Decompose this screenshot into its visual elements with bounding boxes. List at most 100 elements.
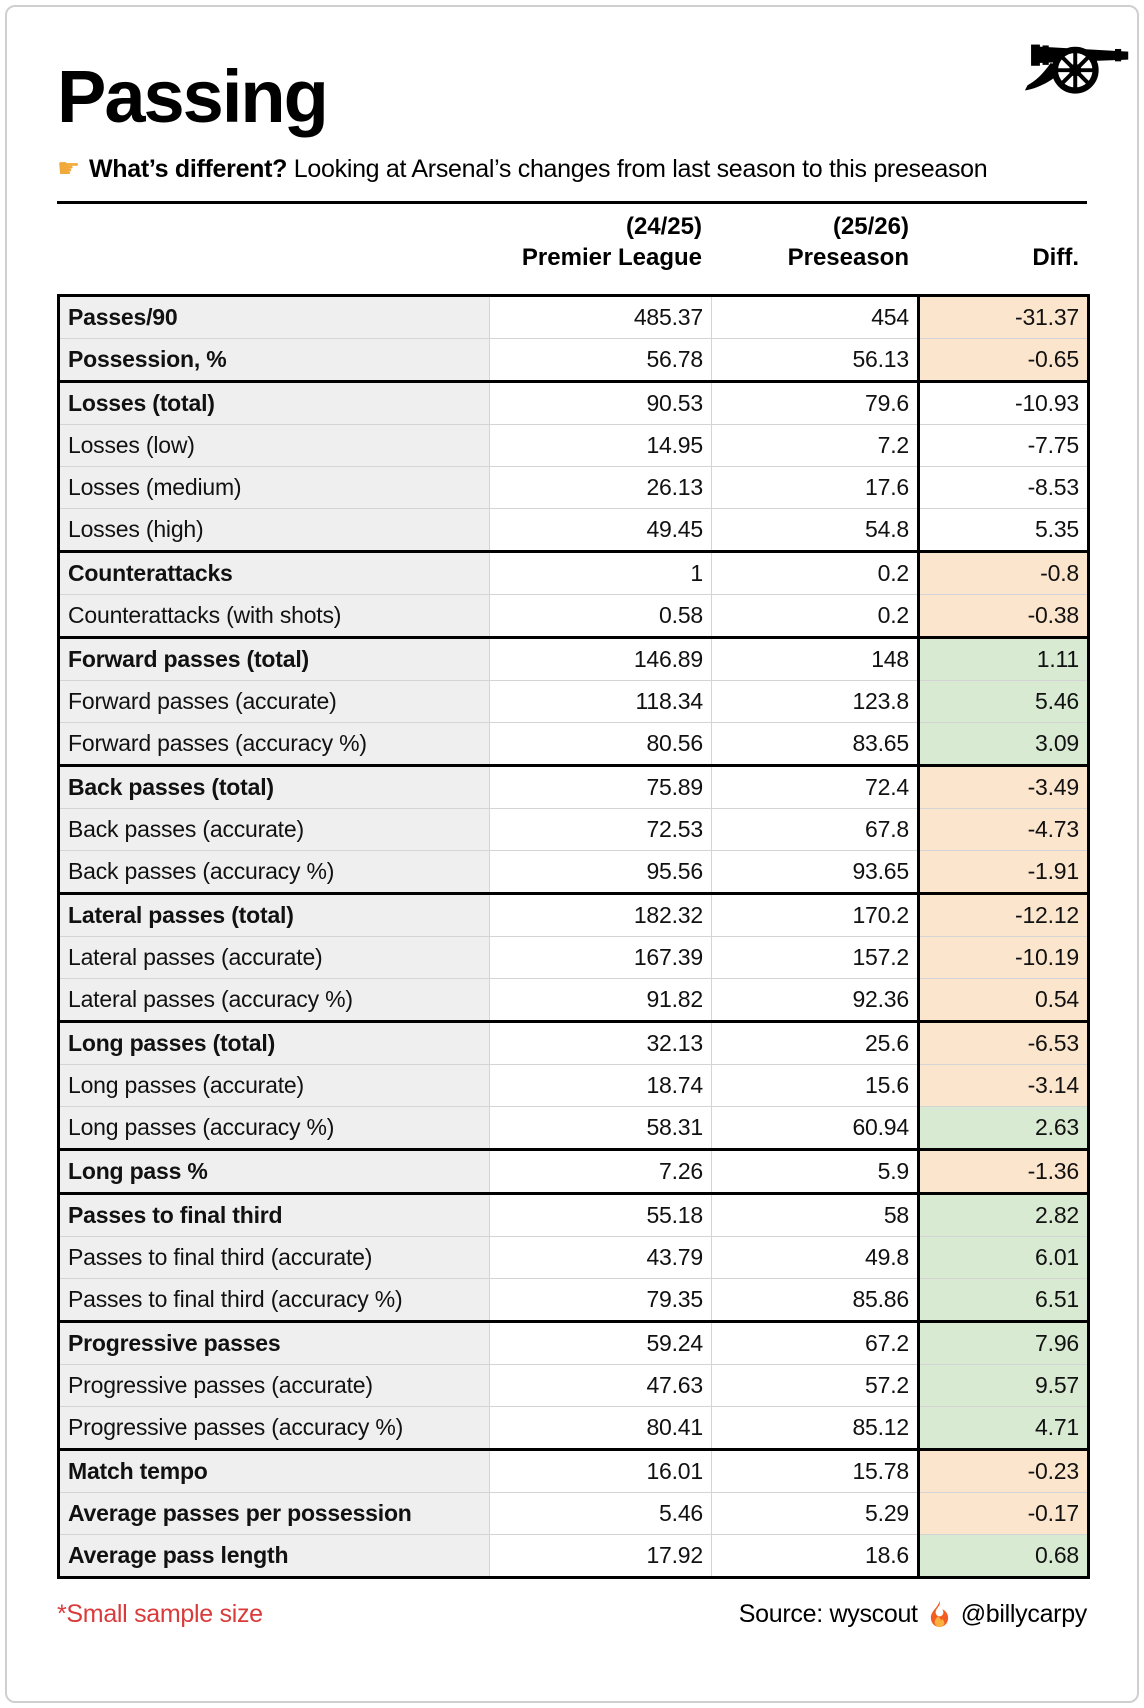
table-row: Forward passes (total) 146.89 148 1.11 (58, 636, 1089, 681)
table-row: Lateral passes (accurate) 167.39 157.2 -… (58, 936, 1089, 979)
preseason-value: 72.4 (711, 764, 919, 809)
preseason-value: 49.8 (711, 1236, 919, 1279)
table-row: Possession, % 56.78 56.13 -0.65 (58, 338, 1089, 382)
premier-league-value: 95.56 (489, 850, 712, 894)
metric-label: Counterattacks (with shots) (58, 594, 490, 638)
premier-league-value: 56.78 (489, 338, 712, 382)
table-row: Forward passes (accurate) 118.34 123.8 5… (58, 680, 1089, 723)
diff-value: -0.38 (917, 594, 1089, 638)
metric-label: Back passes (total) (58, 764, 490, 809)
preseason-value: 83.65 (711, 722, 919, 766)
metric-label: Long passes (total) (58, 1020, 490, 1065)
table-row: Losses (low) 14.95 7.2 -7.75 (58, 424, 1089, 467)
passing-stats-table: Passes/90 485.37 454 -31.37 Possession, … (57, 294, 1090, 1579)
metric-label: Average pass length (58, 1534, 490, 1578)
metric-label: Losses (total) (58, 380, 490, 425)
diff-value: 1.11 (917, 636, 1089, 681)
table-row: Counterattacks (with shots) 0.58 0.2 -0.… (58, 594, 1089, 638)
table-row: Long passes (total) 32.13 25.6 -6.53 (58, 1020, 1089, 1065)
metric-label: Passes to final third (accurate) (58, 1236, 490, 1279)
premier-league-value: 1 (489, 550, 712, 595)
table-row: Losses (medium) 26.13 17.6 -8.53 (58, 466, 1089, 509)
metric-label: Progressive passes (accuracy %) (58, 1406, 490, 1450)
pointing-finger-icon: ☛ (57, 153, 81, 183)
preseason-value: 85.86 (711, 1278, 919, 1322)
diff-value: -10.93 (917, 380, 1089, 425)
metric-label: Long passes (accuracy %) (58, 1106, 490, 1150)
diff-value: -3.14 (917, 1064, 1089, 1107)
table-row: Long pass % 7.26 5.9 -1.36 (58, 1148, 1089, 1194)
preseason-value: 92.36 (711, 978, 919, 1022)
diff-value: -4.73 (917, 808, 1089, 851)
diff-value: -1.91 (917, 850, 1089, 894)
preseason-value: 56.13 (711, 338, 919, 382)
diff-value: 3.09 (917, 722, 1089, 766)
subtitle-question: What’s different? (89, 155, 288, 183)
preseason-value: 67.2 (711, 1320, 919, 1365)
preseason-value: 0.2 (711, 550, 919, 595)
premier-league-value: 59.24 (489, 1320, 712, 1365)
metric-label: Losses (high) (58, 508, 490, 552)
premier-league-value: 14.95 (489, 424, 712, 467)
table-row: Progressive passes (accurate) 47.63 57.2… (58, 1364, 1089, 1407)
metric-label: Back passes (accuracy %) (58, 850, 490, 894)
column-headers: (24/25) Premier League (25/26) Preseason… (57, 212, 1087, 273)
table-row: Losses (total) 90.53 79.6 -10.93 (58, 380, 1089, 425)
diff-value: 6.51 (917, 1278, 1089, 1322)
col-header-preseason: (25/26) Preseason (710, 212, 917, 273)
preseason-value: 25.6 (711, 1020, 919, 1065)
diff-value: -0.8 (917, 550, 1089, 595)
preseason-value: 5.29 (711, 1492, 919, 1535)
metric-label: Lateral passes (total) (58, 892, 490, 937)
metric-label: Lateral passes (accurate) (58, 936, 490, 979)
small-sample-note: *Small sample size (57, 1600, 263, 1628)
preseason-value: 123.8 (711, 680, 919, 723)
diff-value: 2.82 (917, 1192, 1089, 1237)
preseason-value: 67.8 (711, 808, 919, 851)
premier-league-value: 91.82 (489, 978, 712, 1022)
preseason-value: 85.12 (711, 1406, 919, 1450)
preseason-value: 17.6 (711, 466, 919, 509)
metric-label: Average passes per possession (58, 1492, 490, 1535)
table-row: Passes/90 485.37 454 -31.37 (58, 295, 1089, 339)
premier-league-value: 72.53 (489, 808, 712, 851)
table-row: Losses (high) 49.45 54.8 5.35 (58, 508, 1089, 552)
metric-label: Passes to final third (accuracy %) (58, 1278, 490, 1322)
table-row: Long passes (accurate) 18.74 15.6 -3.14 (58, 1064, 1089, 1107)
diff-value: -12.12 (917, 892, 1089, 937)
premier-league-value: 90.53 (489, 380, 712, 425)
diff-value: 5.35 (917, 508, 1089, 552)
preseason-value: 15.6 (711, 1064, 919, 1107)
premier-league-value: 43.79 (489, 1236, 712, 1279)
premier-league-value: 5.46 (489, 1492, 712, 1535)
preseason-value: 18.6 (711, 1534, 919, 1578)
premier-league-value: 7.26 (489, 1148, 712, 1194)
diff-value: 0.54 (917, 978, 1089, 1022)
premier-league-value: 118.34 (489, 680, 712, 723)
diff-value: -31.37 (917, 295, 1089, 339)
source-credit: Source: wyscout @billycarpy (739, 1600, 1088, 1629)
flame-icon (930, 1601, 948, 1627)
premier-league-value: 182.32 (489, 892, 712, 937)
premier-league-value: 49.45 (489, 508, 712, 552)
preseason-value: 157.2 (711, 936, 919, 979)
diff-value: 5.46 (917, 680, 1089, 723)
diff-value: -7.75 (917, 424, 1089, 467)
metric-label: Passes/90 (58, 295, 490, 339)
preseason-value: 170.2 (711, 892, 919, 937)
footer: *Small sample size Source: wyscout @bill… (57, 1600, 1087, 1629)
preseason-value: 0.2 (711, 594, 919, 638)
diff-value: -8.53 (917, 466, 1089, 509)
subtitle: ☛ What’s different? Looking at Arsenal’s … (57, 153, 988, 184)
preseason-value: 57.2 (711, 1364, 919, 1407)
premier-league-value: 0.58 (489, 594, 712, 638)
diff-value: -0.65 (917, 338, 1089, 382)
metric-label: Back passes (accurate) (58, 808, 490, 851)
premier-league-value: 55.18 (489, 1192, 712, 1237)
metric-label: Losses (medium) (58, 466, 490, 509)
premier-league-value: 32.13 (489, 1020, 712, 1065)
diff-value: -10.19 (917, 936, 1089, 979)
metric-label: Passes to final third (58, 1192, 490, 1237)
premier-league-value: 47.63 (489, 1364, 712, 1407)
diff-value: 0.68 (917, 1534, 1089, 1578)
